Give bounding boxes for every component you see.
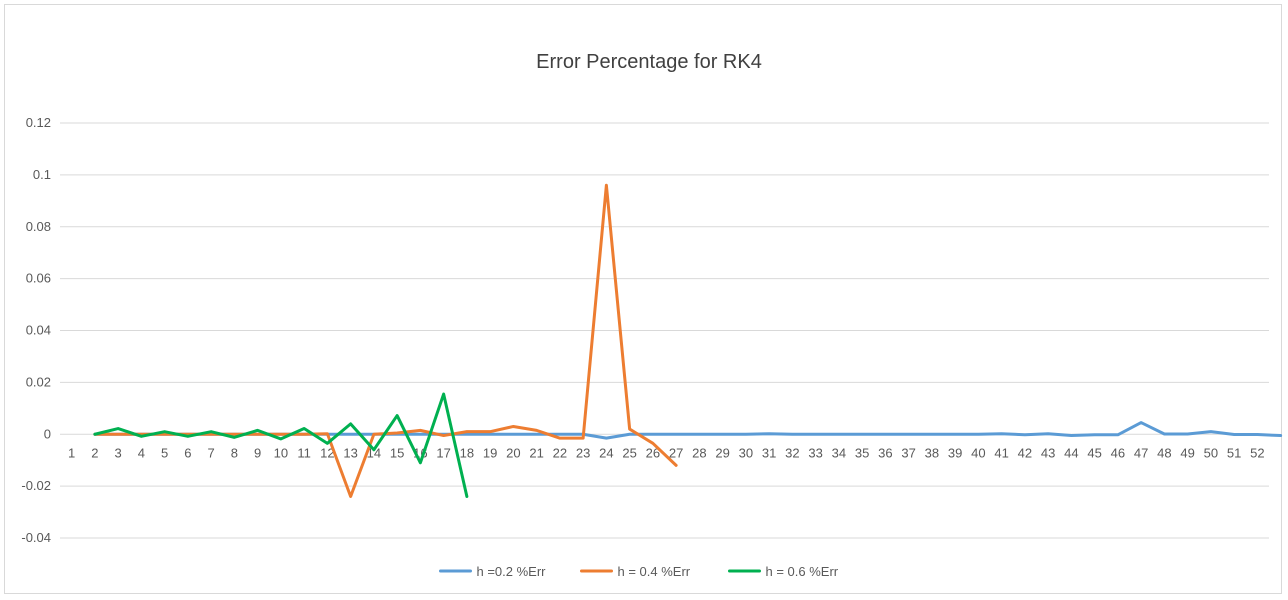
x-tick-label: 29 (715, 445, 729, 460)
y-tick-label: 0.08 (26, 219, 51, 234)
x-tick-label: 3 (115, 445, 122, 460)
x-tick-label: 25 (622, 445, 636, 460)
legend: h =0.2 %Err h = 0.4 %Err h = 0.6 %Err (439, 564, 839, 579)
x-tick-label: 27 (669, 445, 683, 460)
x-tick-label: 30 (739, 445, 753, 460)
x-tick-label: 50 (1204, 445, 1218, 460)
y-tick-label: -0.02 (21, 478, 51, 493)
x-tick-label: 8 (231, 445, 238, 460)
x-tick-label: 44 (1064, 445, 1078, 460)
x-tick-label: 21 (529, 445, 543, 460)
x-tick-label: 15 (390, 445, 404, 460)
x-tick-label: 52 (1250, 445, 1264, 460)
x-tick-label: 4 (138, 445, 145, 460)
x-tick-label: 46 (1111, 445, 1125, 460)
x-tick-label: 40 (971, 445, 985, 460)
gridlines (60, 122, 1269, 539)
legend-item-2[interactable]: h = 0.4 %Err (580, 564, 691, 579)
x-tick-label: 31 (762, 445, 776, 460)
legend-item-3[interactable]: h = 0.6 %Err (728, 564, 839, 579)
x-tick-label: 47 (1134, 445, 1148, 460)
x-tick-label: 43 (1041, 445, 1055, 460)
x-tick-label: 18 (460, 445, 474, 460)
series-lines (93, 183, 1283, 498)
x-tick-label: 38 (925, 445, 939, 460)
x-tick-label: 14 (367, 445, 381, 460)
x-tick-label: 37 (901, 445, 915, 460)
y-tick-label: 0.06 (26, 271, 51, 286)
x-tick-label: 41 (994, 445, 1008, 460)
x-tick-label: 33 (808, 445, 822, 460)
x-tick-label: 9 (254, 445, 261, 460)
y-tick-label: 0.12 (26, 115, 51, 130)
x-tick-label: 13 (343, 445, 357, 460)
x-tick-label: 32 (785, 445, 799, 460)
x-tick-label: 5 (161, 445, 168, 460)
x-tick-label: 28 (692, 445, 706, 460)
x-tick-label: 35 (855, 445, 869, 460)
x-tick-label: 42 (1018, 445, 1032, 460)
x-tick-label: 34 (832, 445, 846, 460)
y-tick-label: 0.04 (26, 323, 51, 338)
chart-title: Error Percentage for RK4 (536, 51, 762, 73)
x-tick-label: 19 (483, 445, 497, 460)
x-tick-label: 20 (506, 445, 520, 460)
x-tick-label: 24 (599, 445, 613, 460)
x-tick-label: 49 (1180, 445, 1194, 460)
chart-frame: Error Percentage for RK4 -0.04 -0.02 0 0.02… (4, 4, 1283, 594)
x-tick-label: 10 (274, 445, 288, 460)
series-line-3 (93, 392, 469, 498)
x-tick-label: 12 (320, 445, 334, 460)
x-tick-label: 17 (436, 445, 450, 460)
x-tick-label: 51 (1227, 445, 1241, 460)
legend-label: h =0.2 %Err (477, 564, 547, 579)
x-tick-label: 45 (1087, 445, 1101, 460)
x-tick-label: 6 (184, 445, 191, 460)
x-tick-label: 22 (553, 445, 567, 460)
x-tick-label: 23 (576, 445, 590, 460)
x-tick-label: 36 (878, 445, 892, 460)
y-tick-label: 0.1 (33, 167, 51, 182)
legend-label: h = 0.4 %Err (618, 564, 691, 579)
x-tick-label: 11 (297, 445, 311, 460)
x-tick-label: 39 (948, 445, 962, 460)
y-tick-label: -0.04 (21, 530, 51, 545)
x-tick-label: 48 (1157, 445, 1171, 460)
x-tick-label: 7 (208, 445, 215, 460)
line-chart: Error Percentage for RK4 -0.04 -0.02 0 0.02… (21, 51, 1283, 579)
x-tick-label: 26 (646, 445, 660, 460)
y-tick-label: 0.02 (26, 374, 51, 389)
y-axis-ticks: -0.04 -0.02 0 0.02 0.04 0.06 0.08 0.1 0.12 (21, 115, 51, 545)
x-tick-label: 2 (91, 445, 98, 460)
y-tick-label: 0 (44, 426, 51, 441)
legend-label: h = 0.6 %Err (766, 564, 839, 579)
legend-item-1[interactable]: h =0.2 %Err (439, 564, 547, 579)
x-tick-label: 1 (68, 445, 75, 460)
